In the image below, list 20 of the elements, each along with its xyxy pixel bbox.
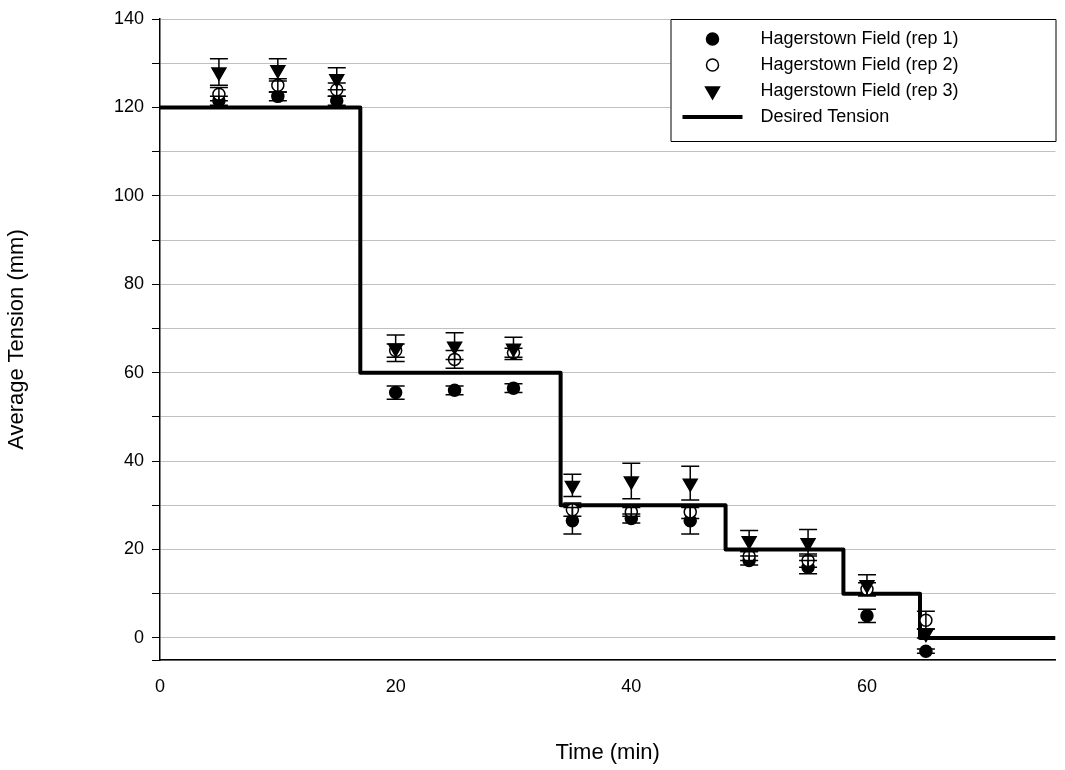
legend-label: Hagerstown Field (rep 3) xyxy=(760,79,959,100)
x-tick-label: 0 xyxy=(154,675,166,696)
x-tick-label: 40 xyxy=(621,675,642,696)
legend-label: Hagerstown Field (rep 1) xyxy=(760,27,959,48)
y-tick-label: 0 xyxy=(133,626,144,647)
y-tick-label: 120 xyxy=(113,96,144,117)
y-axis-title: Average Tension (mm) xyxy=(3,229,29,450)
y-tick-label: 20 xyxy=(123,538,144,559)
y-tick-label: 100 xyxy=(113,184,144,205)
y-tick-label: 140 xyxy=(113,7,144,28)
x-tick-label: 20 xyxy=(385,675,406,696)
legend-label: Desired Tension xyxy=(760,105,890,126)
point xyxy=(623,476,639,490)
point xyxy=(446,341,463,355)
x-axis-title: Time (min) xyxy=(555,738,660,764)
legend-label: Hagerstown Field (rep 2) xyxy=(760,53,959,74)
x-tick-label: 60 xyxy=(856,675,877,696)
y-tick-label: 60 xyxy=(123,361,144,382)
y-tick-label: 40 xyxy=(123,450,144,471)
y-tick-label: 80 xyxy=(123,273,144,294)
